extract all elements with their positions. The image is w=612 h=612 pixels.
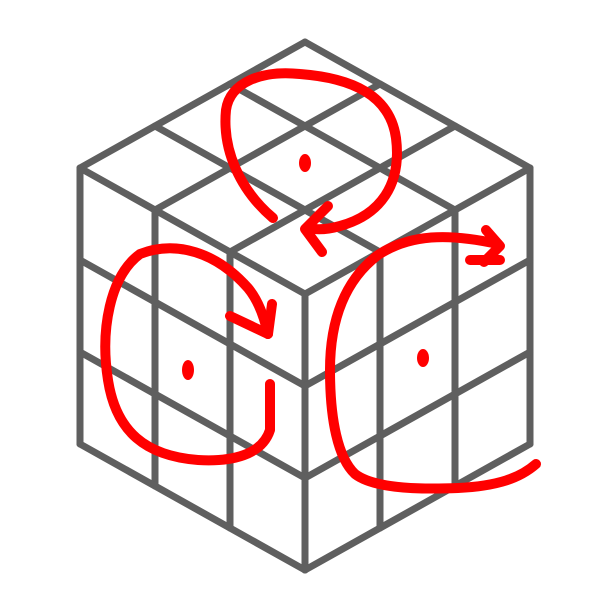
top-face-line [226,122,459,256]
top-face-center-dot [299,154,311,172]
left-face-rotation-arrow [100,243,275,466]
left-face-grid [76,164,309,574]
top-face-edge-back-left [76,38,309,172]
right-face-center-dot [417,349,429,367]
top-face-edge-front-right [301,164,534,298]
top-face-line [226,80,459,214]
top-face-arrowhead [300,201,333,257]
left-face-arrowhead [225,299,277,339]
right-face-edge-bottom [301,440,534,574]
right-face-rotation-arrow [325,232,541,494]
top-face-line [151,122,384,256]
left-face-line [76,348,309,482]
rotation-annotations [100,68,541,494]
left-face-center-dot [182,360,194,380]
right-face-line [301,256,534,390]
top-face-edge-back-right [301,38,534,172]
top-face-grid [76,38,534,298]
left-face-edge-bottom [76,440,309,574]
top-face-rotation-arrow [220,68,402,235]
right-face-arrowhead [465,225,505,267]
top-face-edge-front-left [76,164,309,298]
top-face-line [151,80,384,214]
